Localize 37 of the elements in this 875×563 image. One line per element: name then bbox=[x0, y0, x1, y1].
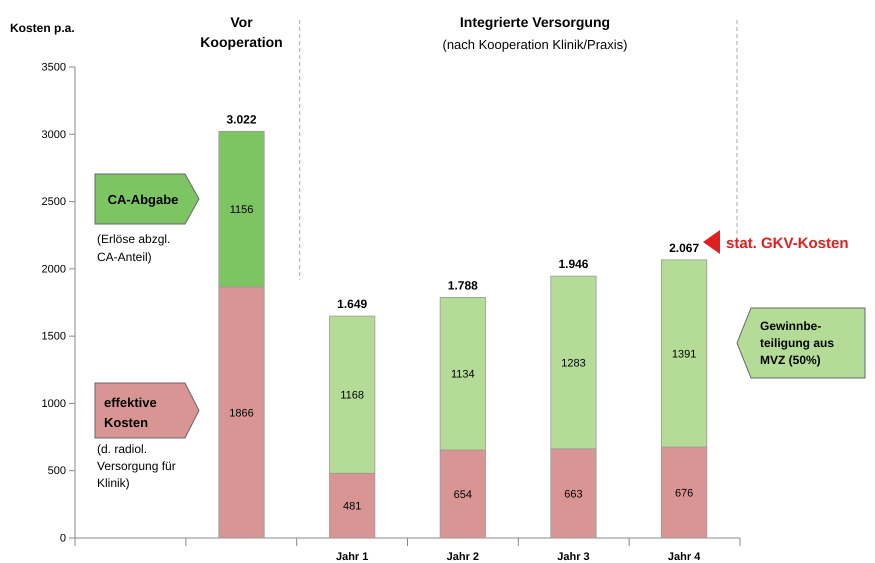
y-tick-label: 1500 bbox=[42, 330, 66, 343]
data-label: 663 bbox=[564, 488, 583, 500]
data-label: 676 bbox=[674, 488, 694, 500]
y-tick-label: 0 bbox=[60, 532, 66, 545]
total-label: 1.946 bbox=[558, 257, 589, 272]
y-tick-label: 3000 bbox=[42, 128, 66, 141]
y-tick-label: 1000 bbox=[42, 398, 66, 410]
text: Integrierte Versorgung bbox=[460, 14, 610, 30]
annotation: (Erlöse abzgl. CA-Anteil) bbox=[97, 232, 170, 264]
data-label: 481 bbox=[342, 500, 362, 513]
y-tick-label: 2000 bbox=[42, 263, 66, 276]
data-label: 1134 bbox=[450, 368, 475, 381]
y-tick-label: 500 bbox=[48, 465, 66, 478]
x-tick-label: Jahr 3 bbox=[557, 550, 590, 563]
text: (nach Kooperation Klinik/Praxis) bbox=[442, 37, 628, 52]
text: Vor Kooperation bbox=[200, 14, 283, 50]
text: Gewinnbe-teiligung aus MVZ (50%) bbox=[760, 319, 834, 367]
y-tick-label: 3500 bbox=[42, 62, 66, 74]
data-label: 654 bbox=[454, 488, 472, 501]
x-tick-label: Jahr 2 bbox=[446, 550, 480, 563]
total-label: 1.788 bbox=[448, 278, 478, 292]
y-tick-label: 2500 bbox=[42, 196, 66, 208]
x-tick-label: Jahr 4 bbox=[668, 550, 702, 563]
total-label: 3.022 bbox=[226, 112, 257, 126]
data-label: 1283 bbox=[561, 357, 586, 370]
total-label: 2.067 bbox=[669, 240, 700, 255]
annotation: CA-Abgabe bbox=[108, 192, 178, 207]
x-tick-label: Jahr 1 bbox=[336, 550, 368, 563]
annotation: (d. radiol. Versorgung für Klinik) bbox=[97, 442, 176, 490]
data-label: 1156 bbox=[230, 204, 254, 216]
annotation: stat. GKV-Kosten bbox=[726, 235, 849, 252]
annotation: effektive Kosten bbox=[104, 395, 157, 430]
y-axis-title: Kosten p.a. bbox=[10, 21, 75, 35]
data-label: 1168 bbox=[340, 390, 364, 402]
total-label: 1.649 bbox=[337, 297, 368, 312]
data-label: 1391 bbox=[672, 348, 696, 360]
data-label: 1866 bbox=[229, 407, 254, 420]
